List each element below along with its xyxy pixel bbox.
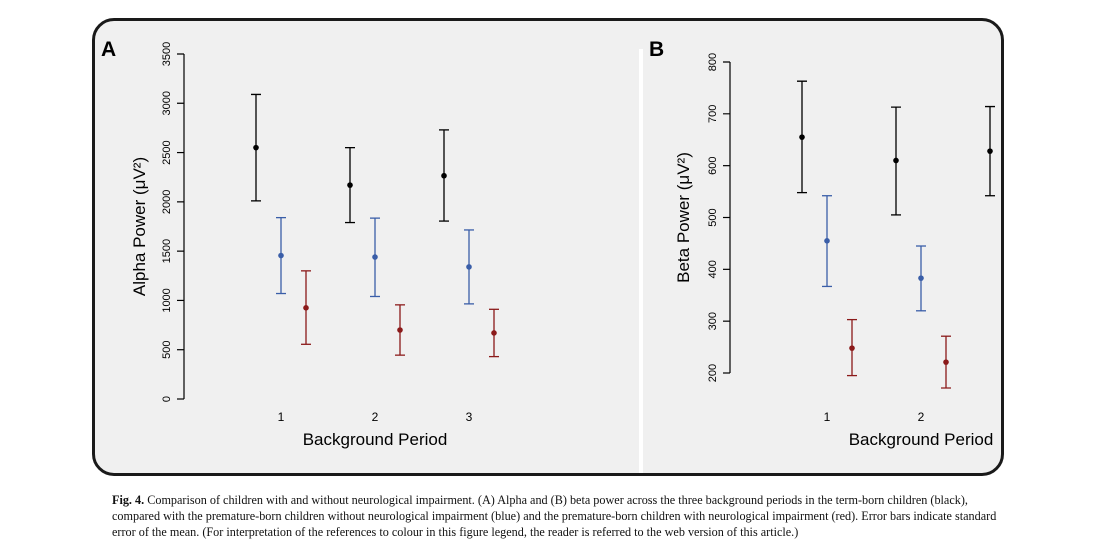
y-tick-label: 2500 — [161, 140, 173, 164]
x-tick-label: 2 — [918, 410, 925, 424]
data-point — [491, 330, 497, 336]
data-point — [372, 254, 378, 260]
data-point — [799, 134, 805, 140]
x-tick-label: 1 — [278, 410, 285, 424]
y-tick-label: 1000 — [161, 288, 173, 312]
data-point — [278, 252, 284, 259]
y-tick-label: 2000 — [161, 190, 173, 214]
y-tick-label: 500 — [161, 341, 173, 359]
data-point — [987, 148, 993, 154]
caption-label: Fig. 4. — [112, 493, 145, 507]
y-tick-label: 3500 — [161, 42, 173, 66]
y-tick-label: 3000 — [161, 91, 173, 115]
data-point — [347, 182, 353, 188]
x-axis-label: Background Period — [849, 430, 994, 449]
panel-divider — [639, 49, 643, 473]
y-axis-label: Alpha Power (μV²) — [130, 157, 149, 296]
data-point — [441, 172, 447, 179]
x-tick-label: 3 — [466, 410, 473, 424]
y-tick-label: 500 — [707, 208, 719, 226]
y-tick-label: 300 — [707, 312, 719, 330]
figure-caption: Fig. 4. Comparison of children with and … — [112, 492, 1012, 540]
data-point — [303, 305, 309, 311]
figure-frame: A 0 500 1000 1500 2000 2500 3000 3500 Alpha Power… — [92, 18, 1004, 476]
panel-label: A — [101, 38, 116, 61]
beta-power-chart: B 200 300 400 500 600 700 800 Beta Power (μV²) 1 2… — [649, 38, 995, 449]
data-point — [893, 157, 899, 164]
data-point — [466, 264, 472, 270]
panel-label: B — [649, 38, 664, 61]
y-tick-label: 1500 — [161, 239, 173, 263]
y-tick-label: 800 — [707, 53, 719, 71]
x-axis-label: Background Period — [303, 430, 448, 449]
data-point — [824, 238, 830, 244]
y-tick-label: 600 — [707, 156, 719, 174]
data-point — [943, 359, 949, 365]
data-point — [253, 144, 259, 151]
x-tick-label: 1 — [824, 410, 831, 424]
x-tick-label: 2 — [372, 410, 379, 424]
y-tick-label: 0 — [161, 396, 173, 402]
data-point — [918, 275, 924, 281]
y-tick-label: 400 — [707, 260, 719, 278]
caption-text: Comparison of children with and without … — [112, 493, 997, 539]
data-point — [397, 327, 403, 333]
alpha-power-chart: A 0 500 1000 1500 2000 2500 3000 3500 Alpha Power… — [101, 38, 499, 449]
y-tick-label: 200 — [707, 364, 719, 382]
y-axis-label: Beta Power (μV²) — [674, 152, 693, 283]
data-point — [849, 345, 855, 351]
y-tick-label: 700 — [707, 105, 719, 123]
